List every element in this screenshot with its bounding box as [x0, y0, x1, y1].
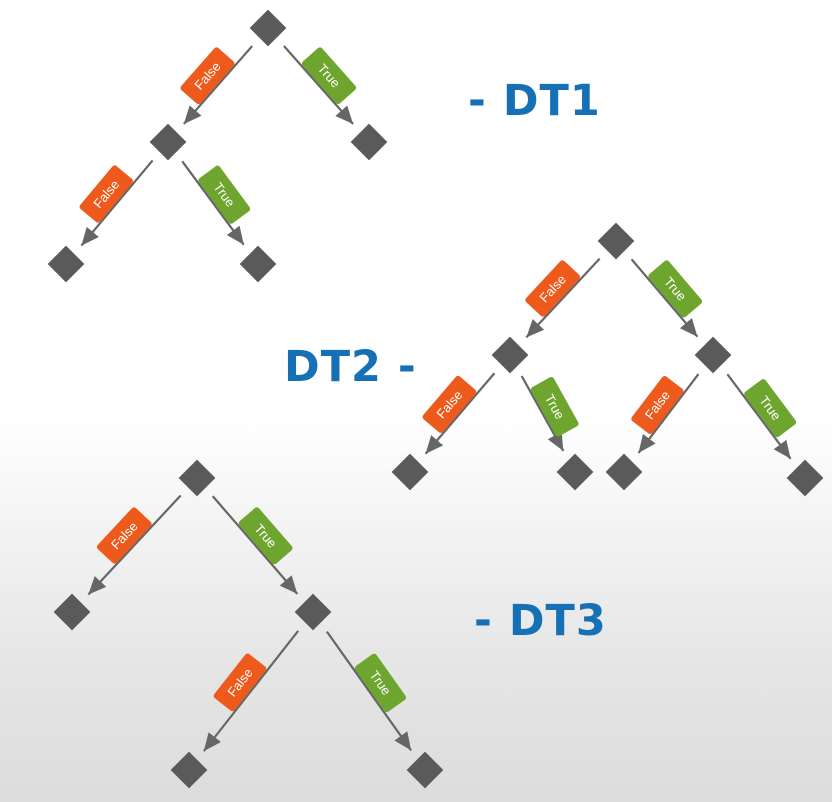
edge-root-l-arrow	[87, 494, 182, 596]
true-badge-background	[648, 260, 703, 318]
diamond-node-icon	[556, 453, 594, 491]
edge-root-l-arrow	[525, 257, 601, 339]
edge-r-rr-arrow	[726, 373, 792, 460]
false-badge-background	[213, 653, 267, 712]
diamond-node-icon	[47, 245, 85, 283]
diamond-node-icon	[605, 453, 643, 491]
true-label-badge: True	[744, 379, 797, 438]
false-label-badge: False	[631, 376, 684, 434]
edge-root-r-arrow	[283, 45, 354, 125]
edge-root-r-arrow	[211, 495, 299, 595]
diamond-node-icon	[391, 453, 429, 491]
true-label-badge: True	[198, 165, 251, 224]
edge-l-lr-arrow	[181, 160, 245, 246]
diamond-node-icon	[239, 245, 277, 283]
diamond-node-icon	[350, 123, 388, 161]
diamond-node-icon	[178, 459, 216, 497]
diamond-node-icon	[149, 123, 187, 161]
edge-l-ll-arrow	[424, 372, 496, 455]
false-badge-background	[96, 507, 152, 564]
edge-r-rr-arrow	[325, 630, 413, 752]
edge-l-ll-arrow	[80, 159, 154, 247]
false-badge-background	[422, 375, 477, 433]
edge-r-rl-arrow	[637, 373, 700, 454]
diamond-node-icon	[491, 336, 529, 374]
true-badge-background	[238, 507, 293, 565]
true-badge-background	[744, 379, 797, 438]
diamond-node-icon	[786, 459, 824, 497]
diamond-node-icon	[406, 751, 444, 789]
diamond-node-icon	[170, 751, 208, 789]
edge-root-l-arrow	[182, 45, 254, 125]
tree-title-dt2: DT2 -	[284, 342, 417, 392]
diamond-node-icon	[294, 593, 332, 631]
false-badge-background	[525, 260, 581, 317]
false-badge-background	[79, 165, 134, 223]
diamond-node-icon	[53, 593, 91, 631]
tree-title-dt1: - DT1	[468, 76, 601, 126]
edge-r-rl-arrow	[202, 630, 300, 752]
false-badge-background	[180, 47, 235, 105]
diamond-node-icon	[597, 222, 635, 260]
edge-root-r-arrow	[630, 258, 699, 338]
true-badge-background	[301, 47, 357, 105]
true-label-badge: True	[648, 260, 703, 318]
diamond-node-icon	[249, 9, 287, 47]
false-badge-background	[631, 376, 684, 434]
diamond-node-icon	[694, 336, 732, 374]
true-badge-background	[198, 165, 251, 224]
true-label-badge: True	[354, 653, 407, 713]
edge-l-lr-arrow	[520, 375, 565, 452]
true-badge-background	[530, 376, 579, 437]
true-label-badge: True	[530, 376, 579, 437]
tree-title-dt3: - DT3	[474, 596, 607, 646]
false-label-badge: False	[213, 653, 267, 712]
true-badge-background	[354, 653, 407, 713]
